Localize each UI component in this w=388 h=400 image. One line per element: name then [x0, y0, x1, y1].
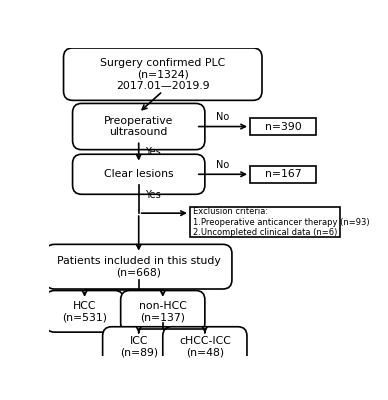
Text: cHCC-ICC
(n=48): cHCC-ICC (n=48) — [179, 336, 231, 358]
FancyBboxPatch shape — [45, 290, 124, 332]
Text: n=390: n=390 — [265, 122, 301, 132]
FancyBboxPatch shape — [64, 48, 262, 100]
Text: n=167: n=167 — [265, 169, 301, 179]
Text: Patients included in this study
(n=668): Patients included in this study (n=668) — [57, 256, 221, 278]
Text: Preoperative
ultrasound: Preoperative ultrasound — [104, 116, 173, 137]
FancyBboxPatch shape — [163, 327, 247, 367]
Text: Yes: Yes — [145, 190, 161, 200]
Text: ICC
(n=89): ICC (n=89) — [120, 336, 158, 358]
FancyBboxPatch shape — [102, 327, 175, 367]
Text: Exclusion criteria:
1.Preoperative anticancer therapy (n=93)
2.Uncompleted clini: Exclusion criteria: 1.Preoperative antic… — [194, 207, 370, 237]
Text: non-HCC
(n=137): non-HCC (n=137) — [139, 300, 187, 322]
Text: Surgery confirmed PLC
(n=1324)
2017.01—2019.9: Surgery confirmed PLC (n=1324) 2017.01—2… — [100, 58, 225, 91]
FancyBboxPatch shape — [190, 207, 340, 237]
Text: No: No — [216, 160, 230, 170]
FancyBboxPatch shape — [250, 166, 316, 183]
Text: HCC
(n=531): HCC (n=531) — [62, 300, 107, 322]
Text: No: No — [216, 112, 230, 122]
Text: Clear lesions: Clear lesions — [104, 169, 173, 179]
FancyBboxPatch shape — [45, 244, 232, 289]
Text: Yes: Yes — [145, 147, 161, 157]
FancyBboxPatch shape — [250, 118, 316, 135]
FancyBboxPatch shape — [121, 290, 205, 332]
FancyBboxPatch shape — [73, 154, 205, 194]
FancyBboxPatch shape — [73, 104, 205, 150]
